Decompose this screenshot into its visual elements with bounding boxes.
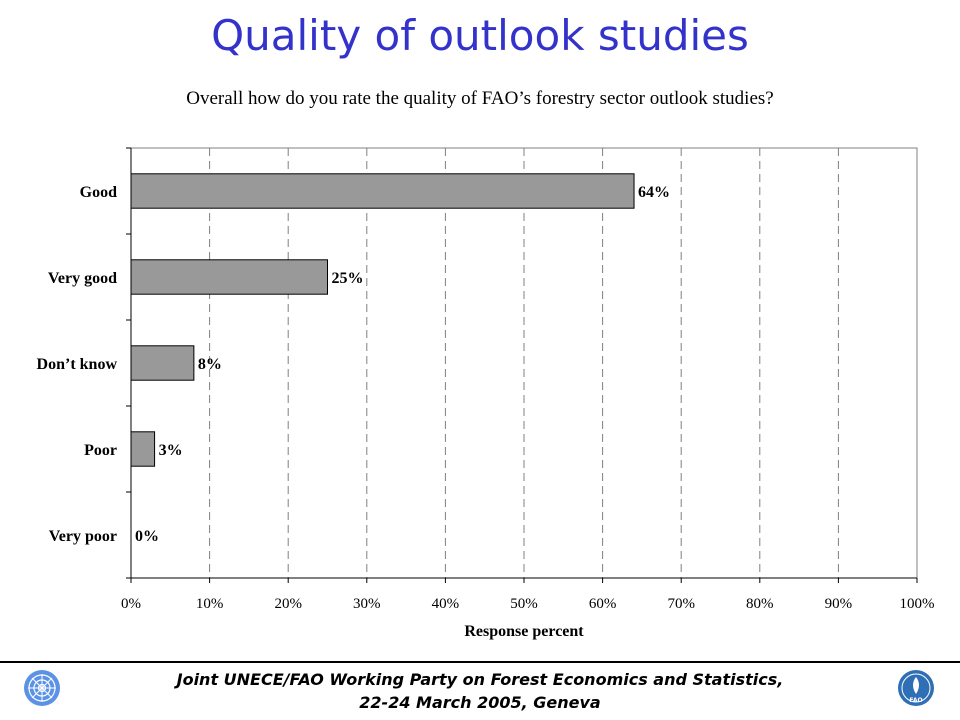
- x-tick-label: 0%: [121, 596, 141, 612]
- un-emblem-icon: [24, 670, 60, 706]
- footer-line-2: 22-24 March 2005, Geneva: [359, 693, 601, 712]
- data-label: 0%: [135, 528, 159, 545]
- data-label: 25%: [332, 270, 364, 287]
- x-tick-label: 30%: [353, 596, 381, 612]
- x-tick-label: 90%: [825, 596, 853, 612]
- fao-emblem-icon: FAO: [898, 670, 934, 706]
- bars: 64% 25% 8% 3% 0%: [130, 173, 670, 545]
- category-label: Poor: [84, 442, 117, 459]
- fao-logo-text: FAO: [909, 697, 922, 704]
- footer-line-1: Joint UNECE/FAO Working Party on Forest …: [176, 670, 784, 689]
- bar-0: [130, 173, 635, 209]
- x-tick-label: 20%: [274, 596, 302, 612]
- x-tick-label: 100%: [900, 596, 935, 612]
- data-label: 64%: [638, 184, 670, 201]
- gridlines: [209, 148, 839, 578]
- x-tick-label: 50%: [510, 596, 538, 612]
- chart-title: Overall how do you rate the quality of F…: [186, 88, 773, 109]
- category-label: Very good: [48, 270, 117, 287]
- x-tick-label: 80%: [746, 596, 774, 612]
- x-tick-label: 60%: [589, 596, 617, 612]
- bar-3: [130, 431, 156, 467]
- bar-2: [130, 345, 195, 381]
- category-label: Good: [80, 184, 117, 201]
- x-tick-label: 70%: [667, 596, 695, 612]
- slide-title: Quality of outlook studies: [211, 11, 749, 60]
- axes: 0% 10% 20% 30% 40% 50% 60% 70% 80% 90% 100% Good Ver…: [37, 147, 935, 612]
- bar-1: [130, 259, 328, 295]
- data-label: 8%: [198, 356, 222, 373]
- x-tick-label: 40%: [432, 596, 460, 612]
- category-label: Very poor: [49, 528, 117, 545]
- x-tick-label: 10%: [196, 596, 224, 612]
- x-axis-label: Response percent: [464, 623, 584, 640]
- bar-chart: Overall how do you rate the quality of F…: [37, 88, 935, 640]
- footer-divider: [0, 661, 960, 663]
- data-label: 3%: [159, 442, 183, 459]
- category-label: Don’t know: [37, 356, 118, 373]
